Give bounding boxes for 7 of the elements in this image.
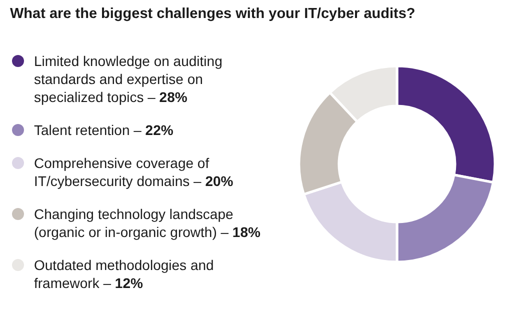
legend-label: Talent retention – <box>34 122 142 138</box>
data-label: 28% <box>159 89 188 105</box>
chart-title: What are the biggest challenges with your IT/cyber audits? <box>10 6 416 22</box>
legend-label: Changing technology landscape (organic or in-organic growth) – <box>34 206 234 240</box>
data-label: 18% <box>232 224 260 240</box>
data-label: 22% <box>145 122 174 138</box>
data-label: 12% <box>114 275 143 291</box>
